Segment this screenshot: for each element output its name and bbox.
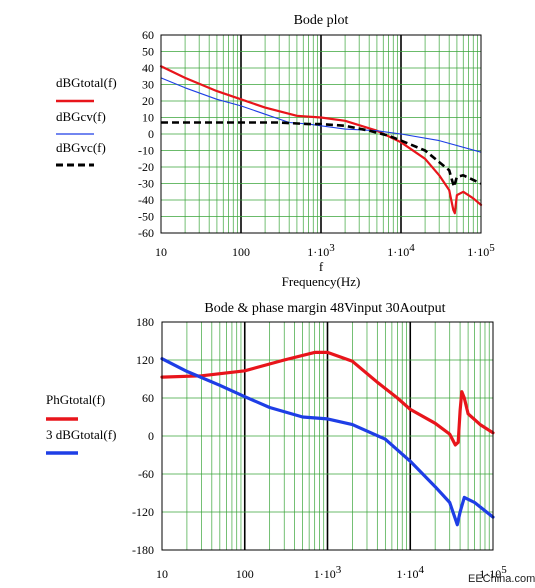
series-group xyxy=(160,350,495,527)
y-tick-label: -10 xyxy=(138,144,154,158)
chart-title: Bode & phase margin 48Vinput 30Aoutput xyxy=(204,301,445,316)
legend-label-dbgcv: dBGcv(f) xyxy=(56,109,106,124)
x-tick-label: 1·104 xyxy=(397,564,425,581)
y-tick-label: 60 xyxy=(142,391,154,405)
y-tick-label: 20 xyxy=(142,94,154,108)
x-tick-label: 1·103 xyxy=(307,242,335,259)
y-tick-label: -120 xyxy=(132,505,154,519)
x-tick-label: 100 xyxy=(236,567,254,581)
x-tick-label: 1·104 xyxy=(387,242,415,259)
y-tick-label: -40 xyxy=(138,193,154,207)
y-tick-label: 40 xyxy=(142,61,154,75)
plot-frame xyxy=(160,34,482,234)
series-line-3-dbgtotal-f- xyxy=(160,357,495,527)
series-line-dbgtotal-f- xyxy=(159,65,483,215)
y-tick-label: 30 xyxy=(142,78,154,92)
x-tick-labels: 10 100 1·103 1·104 1·105 xyxy=(156,564,507,581)
x-tick-label: 1·105 xyxy=(479,564,507,581)
legend: PhGtotal(f) 3 dBGtotal(f) xyxy=(46,392,116,455)
phase-margin-chart: Bode & phase margin 48Vinput 30Aoutput 1… xyxy=(46,301,507,581)
x-tick-label: 1·103 xyxy=(314,564,342,581)
series-line-dbgvc-f- xyxy=(161,121,482,189)
y-tick-label: 180 xyxy=(136,315,154,329)
y-tick-label: 50 xyxy=(142,45,154,59)
gridlines xyxy=(162,321,493,551)
y-tick-label: 0 xyxy=(148,429,154,443)
chart-title: Bode plot xyxy=(294,13,349,28)
y-tick-label: -20 xyxy=(138,160,154,174)
x-variable-label: f xyxy=(319,259,324,274)
y-tick-label: -60 xyxy=(138,226,154,240)
y-tick-label: 0 xyxy=(148,127,154,141)
legend-label-phgtotal: PhGtotal(f) xyxy=(46,392,105,407)
y-tick-label: 10 xyxy=(142,111,154,125)
y-tick-labels: 60 50 40 30 20 10 0 -10 -20 -30 -40 -50 -60 xyxy=(138,28,154,240)
series-group xyxy=(159,65,483,215)
x-tick-label: 1·105 xyxy=(467,242,495,259)
y-tick-label: -30 xyxy=(138,177,154,191)
legend-label-3dbgtotal: 3 dBGtotal(f) xyxy=(46,427,116,442)
y-tick-label: 120 xyxy=(136,353,154,367)
legend-label-dbgvc: dBGvc(f) xyxy=(56,140,106,155)
bode-magnitude-chart: Bode plot 6050403020100-10-20-30-40-50-6… xyxy=(56,13,495,289)
watermark: EEChina.com xyxy=(468,573,535,585)
legend-label-dbgtotal: dBGtotal(f) xyxy=(56,75,117,90)
y-tick-label: -60 xyxy=(138,467,154,481)
series-line-phgtotal-f- xyxy=(160,350,495,447)
x-axis-label: Frequency(Hz) xyxy=(282,274,361,289)
x-tick-label: 10 xyxy=(156,567,168,581)
x-tick-label: 10 xyxy=(155,245,167,259)
gridlines xyxy=(161,34,481,234)
legend: dBGtotal(f) dBGcv(f) dBGvc(f) xyxy=(56,75,117,167)
x-tick-labels: 10 100 1·103 1·104 1·105 xyxy=(155,242,495,259)
x-tick-label: 100 xyxy=(232,245,250,259)
y-tick-label: -50 xyxy=(138,210,154,224)
plot-frame xyxy=(161,321,494,551)
y-tick-label: 60 xyxy=(142,28,154,42)
y-tick-label: -180 xyxy=(132,543,154,557)
y-tick-labels: 180 120 60 0 -60 -120 -180 xyxy=(132,315,154,557)
